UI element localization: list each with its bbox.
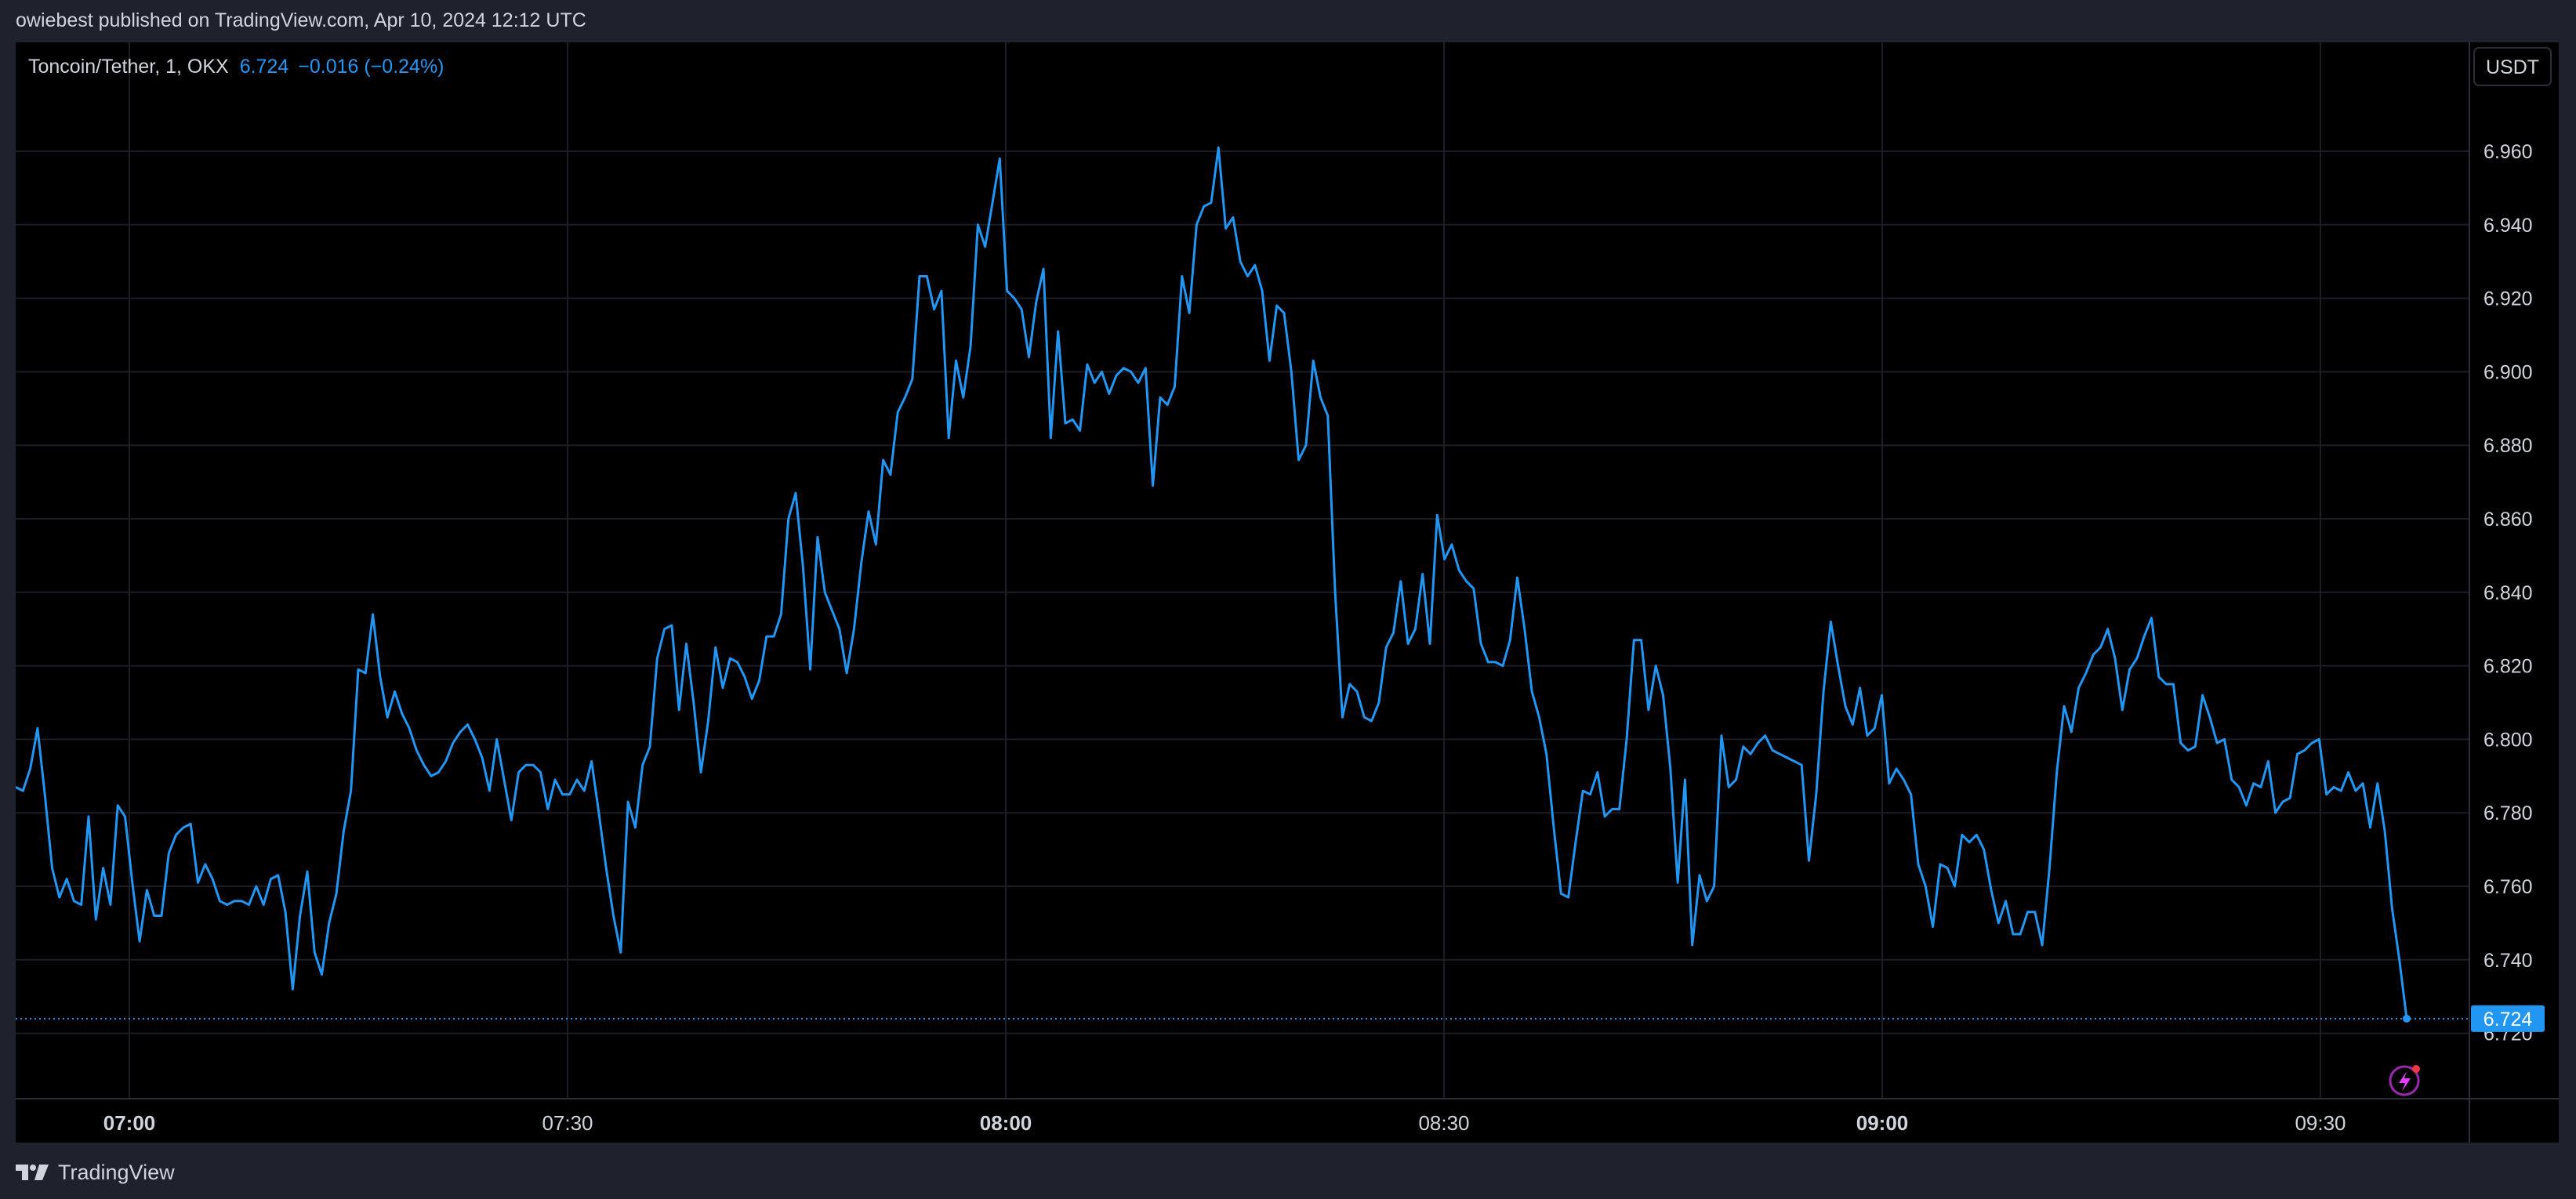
price-tick-label: 6.900: [2483, 361, 2533, 383]
time-tick-label: 09:00: [1856, 1111, 1909, 1135]
currency-button[interactable]: [2473, 47, 2552, 86]
last-price-value: 6.724: [240, 56, 289, 78]
price-tick-label: 6.840: [2483, 582, 2533, 604]
last-price-dot: [2403, 1014, 2411, 1023]
price-tick-label: 6.760: [2483, 876, 2533, 898]
price-tick-label: 6.820: [2483, 656, 2533, 678]
time-tick-label: 07:30: [542, 1111, 593, 1135]
lightning-icon[interactable]: [2399, 1071, 2411, 1092]
time-tick-label: 08:00: [980, 1111, 1032, 1135]
symbol-label[interactable]: Toncoin/Tether, 1, OKX: [28, 56, 229, 78]
price-tick-label: 6.880: [2483, 435, 2533, 457]
price-tick-label: 6.800: [2483, 729, 2533, 751]
footer: TradingView: [16, 1157, 175, 1188]
price-series-line: [16, 146, 2408, 1019]
price-change-value: −0.016 (−0.24%): [298, 56, 444, 78]
last-price-tag: [2471, 1005, 2545, 1032]
price-chart[interactable]: 6.7206.7406.7606.7806.8006.8206.8406.860…: [16, 42, 2559, 1143]
chart-area[interactable]: 6.720 6.740 6.760 6.780 6.800 6.820 6.840 6.860…: [16, 42, 2559, 1143]
currency-button-label[interactable]: USDT: [2486, 56, 2539, 78]
chart-legend: Toncoin/Tether, 1, OKX 6.724 −0.016 (−0.24…: [28, 56, 444, 78]
price-tick-label: 6.920: [2483, 288, 2533, 310]
price-tick-label: 6.860: [2483, 509, 2533, 531]
last-price-tag-label: 6.724: [2483, 1009, 2533, 1031]
price-tick-label: 6.960: [2483, 141, 2533, 163]
price-tick-label: 6.780: [2483, 802, 2533, 824]
price-tick-label: 6.740: [2483, 950, 2533, 972]
tradingview-logo-icon[interactable]: [16, 1163, 50, 1182]
price-tick-label: 6.940: [2483, 215, 2533, 237]
footer-brand[interactable]: TradingView: [58, 1160, 175, 1184]
time-tick-label: 07:00: [103, 1111, 156, 1135]
published-by-text: owiebest published on TradingView.com, A…: [16, 9, 586, 31]
lightning-icon-ring[interactable]: [2389, 1065, 2420, 1096]
time-tick-label: 09:30: [2295, 1111, 2346, 1135]
time-tick-label: 08:30: [1418, 1111, 1469, 1135]
notification-dot-icon: [2412, 1065, 2420, 1073]
